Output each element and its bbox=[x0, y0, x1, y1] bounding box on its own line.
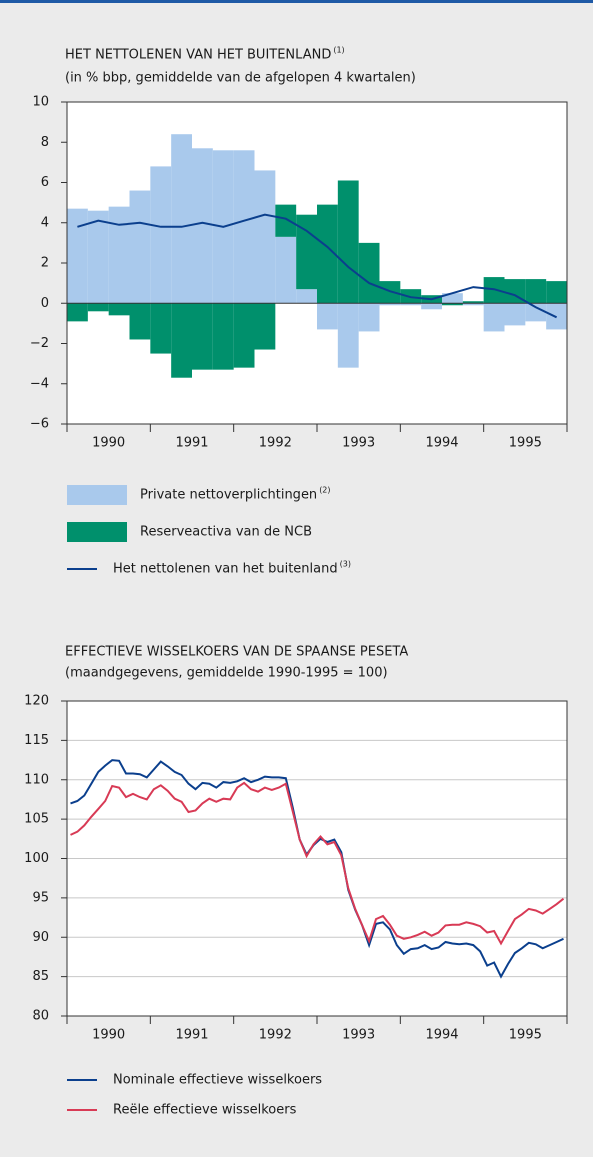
x-tick-label: 1995 bbox=[509, 1028, 542, 1043]
bar bbox=[296, 289, 317, 304]
y-tick-label: 85 bbox=[32, 969, 49, 984]
legend-label: Reserveactiva van de NCB bbox=[140, 525, 312, 540]
bar bbox=[525, 303, 547, 322]
bar bbox=[129, 303, 151, 340]
chart-subtitle: (in % bbp, gemiddelde van de afgelopen 4… bbox=[65, 71, 416, 86]
y-tick-label: 90 bbox=[32, 930, 49, 945]
bar bbox=[108, 303, 130, 316]
bar bbox=[129, 190, 151, 304]
y-tick-label: 6 bbox=[41, 175, 49, 190]
chart-title: HET NETTOLENEN VAN HET BUITENLAND bbox=[65, 48, 331, 63]
bar bbox=[192, 148, 213, 304]
x-tick-label: 1990 bbox=[92, 1028, 125, 1043]
y-tick-label: 115 bbox=[24, 733, 49, 748]
bar bbox=[358, 303, 380, 332]
bar bbox=[379, 303, 401, 306]
legend-label: Het nettolenen van het buitenland bbox=[113, 562, 338, 577]
y-tick-label: 0 bbox=[41, 296, 49, 311]
bar bbox=[171, 134, 192, 304]
x-tick-label: 1991 bbox=[175, 436, 208, 451]
y-tick-label: 80 bbox=[32, 1009, 49, 1024]
y-tick-label: 100 bbox=[24, 851, 49, 866]
bar bbox=[254, 170, 276, 304]
line bbox=[77, 213, 558, 319]
bar bbox=[462, 301, 484, 304]
legend-label: Private nettoverplichtingen bbox=[140, 488, 317, 503]
bar bbox=[296, 214, 317, 290]
y-tick-label: 95 bbox=[32, 890, 49, 905]
chart-title: EFFECTIEVE WISSELKOERS VAN DE SPAANSE PE… bbox=[65, 645, 408, 660]
bar bbox=[337, 180, 359, 304]
y-tick-label: 105 bbox=[24, 812, 49, 827]
x-tick-label: 1993 bbox=[342, 436, 375, 451]
x-tick-label: 1995 bbox=[509, 436, 542, 451]
y-tick-label: 4 bbox=[41, 215, 49, 230]
bar bbox=[525, 279, 547, 304]
bar bbox=[233, 150, 255, 304]
y-tick-label: 8 bbox=[41, 135, 49, 150]
line bbox=[70, 759, 564, 979]
y-tick-label: −6 bbox=[30, 417, 49, 432]
bar bbox=[337, 303, 359, 368]
top-rule bbox=[0, 0, 593, 3]
bar bbox=[192, 303, 213, 370]
legend-swatch bbox=[67, 522, 127, 542]
bar bbox=[150, 166, 172, 304]
line bbox=[70, 781, 565, 946]
x-tick-label: 1994 bbox=[425, 436, 458, 451]
bar bbox=[400, 303, 422, 306]
bar bbox=[254, 303, 276, 350]
x-tick-label: 1991 bbox=[175, 1028, 208, 1043]
bar bbox=[442, 303, 463, 306]
bar bbox=[67, 303, 88, 322]
bar bbox=[212, 303, 234, 370]
legend-label: Reële effectieve wisselkoers bbox=[113, 1103, 297, 1118]
y-tick-label: 110 bbox=[24, 772, 49, 787]
bar bbox=[358, 242, 380, 304]
y-tick-label: −2 bbox=[30, 336, 49, 351]
x-tick-label: 1990 bbox=[92, 436, 125, 451]
bar bbox=[67, 208, 88, 304]
y-tick-label: 10 bbox=[32, 95, 49, 110]
footnote-mark: (3) bbox=[340, 560, 351, 569]
legend-swatch bbox=[67, 485, 127, 505]
bar bbox=[483, 303, 505, 332]
legend-label: Nominale effectieve wisselkoers bbox=[113, 1073, 322, 1088]
x-tick-label: 1993 bbox=[342, 1028, 375, 1043]
chart-subtitle: (maandgegevens, gemiddelde 1990-1995 = 1… bbox=[65, 666, 388, 681]
bar bbox=[504, 303, 526, 326]
bar bbox=[87, 303, 109, 312]
x-tick-label: 1992 bbox=[259, 1028, 292, 1043]
y-tick-label: 120 bbox=[24, 694, 49, 709]
x-tick-label: 1992 bbox=[259, 436, 292, 451]
footnote-mark: (1) bbox=[333, 46, 344, 55]
bar bbox=[317, 303, 338, 330]
bar bbox=[171, 303, 192, 378]
footnote-mark: (2) bbox=[319, 486, 330, 495]
y-tick-label: 2 bbox=[41, 256, 49, 271]
bar bbox=[546, 281, 567, 304]
bar bbox=[421, 303, 442, 310]
bar bbox=[87, 210, 109, 304]
bar bbox=[108, 206, 130, 304]
bar bbox=[150, 303, 172, 354]
bar bbox=[442, 293, 463, 304]
bar bbox=[275, 204, 297, 237]
x-tick-label: 1994 bbox=[425, 1028, 458, 1043]
bar bbox=[462, 303, 484, 306]
bar bbox=[317, 204, 338, 304]
plot-frame bbox=[66, 700, 568, 1017]
bar bbox=[233, 303, 255, 368]
plot-frame bbox=[66, 101, 568, 425]
bar bbox=[275, 236, 297, 304]
y-tick-label: −4 bbox=[30, 376, 49, 391]
